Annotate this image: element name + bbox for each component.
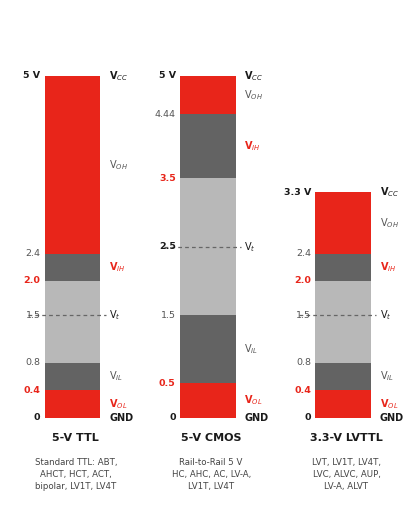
Text: 4.44: 4.44 bbox=[154, 110, 175, 118]
Text: 5-V TTL: 5-V TTL bbox=[52, 433, 99, 443]
Text: 2.0: 2.0 bbox=[293, 277, 310, 286]
Text: V$_t$: V$_t$ bbox=[244, 240, 255, 254]
Text: 5-V CMOS: 5-V CMOS bbox=[180, 433, 241, 443]
Text: 2.4: 2.4 bbox=[25, 249, 40, 258]
Text: 5 V: 5 V bbox=[23, 72, 40, 80]
Bar bbox=[45, 363, 100, 390]
Text: V$_{IL}$: V$_{IL}$ bbox=[379, 370, 393, 384]
Bar bbox=[315, 192, 370, 254]
Text: 0.8: 0.8 bbox=[295, 359, 310, 367]
Text: 0: 0 bbox=[169, 413, 175, 422]
Text: GND: GND bbox=[379, 412, 403, 423]
Text: 0: 0 bbox=[304, 413, 310, 422]
Text: GND: GND bbox=[244, 412, 268, 423]
Text: V$_{CC}$: V$_{CC}$ bbox=[109, 69, 128, 83]
Text: V$_{IH}$: V$_{IH}$ bbox=[244, 139, 260, 153]
Text: 5 V: 5 V bbox=[158, 72, 175, 80]
Text: 3.5: 3.5 bbox=[159, 174, 175, 183]
Text: Standard TTL: ABT,
AHCT, HCT, ACT,
bipolar, LV1T, LV4T: Standard TTL: ABT, AHCT, HCT, ACT, bipol… bbox=[34, 458, 117, 491]
Text: LVT, LV1T, LV4T,
LVC, ALVC, AUP,
LV-A, ALVT: LVT, LV1T, LV4T, LVC, ALVC, AUP, LV-A, A… bbox=[311, 458, 380, 491]
Bar bbox=[180, 384, 235, 418]
Text: V$_{CC}$: V$_{CC}$ bbox=[379, 185, 398, 199]
Bar bbox=[315, 254, 370, 281]
Bar bbox=[180, 114, 235, 179]
Text: 1.5: 1.5 bbox=[25, 311, 40, 319]
Text: 1.5: 1.5 bbox=[160, 311, 175, 319]
Bar bbox=[315, 390, 370, 418]
Text: 2.0: 2.0 bbox=[23, 277, 40, 286]
Text: V$_{OH}$: V$_{OH}$ bbox=[109, 158, 128, 172]
Text: 0: 0 bbox=[34, 413, 40, 422]
Bar bbox=[180, 76, 235, 114]
Text: V$_{CC}$: V$_{CC}$ bbox=[244, 69, 263, 83]
Text: V$_{OL}$: V$_{OL}$ bbox=[244, 394, 262, 407]
Text: 1.5: 1.5 bbox=[295, 311, 310, 319]
Text: V$_{OL}$: V$_{OL}$ bbox=[379, 397, 397, 411]
Text: V$_t$: V$_t$ bbox=[379, 308, 390, 322]
Text: V$_{IL}$: V$_{IL}$ bbox=[244, 342, 258, 356]
Text: V$_{IH}$: V$_{IH}$ bbox=[379, 260, 395, 274]
Text: V$_{OH}$: V$_{OH}$ bbox=[379, 216, 398, 230]
Bar bbox=[180, 179, 235, 315]
Bar bbox=[315, 363, 370, 390]
Text: 3.3 V: 3.3 V bbox=[283, 187, 310, 197]
Bar bbox=[45, 254, 100, 281]
Text: 3.3-V LVTTL: 3.3-V LVTTL bbox=[309, 433, 382, 443]
Bar bbox=[45, 281, 100, 363]
Text: 0.4: 0.4 bbox=[23, 386, 40, 395]
Text: 2.4: 2.4 bbox=[295, 249, 310, 258]
Bar bbox=[180, 315, 235, 384]
Text: Rail-to-Rail 5 V
HC, AHC, AC, LV-A,
LV1T, LV4T: Rail-to-Rail 5 V HC, AHC, AC, LV-A, LV1T… bbox=[171, 458, 250, 491]
Bar bbox=[45, 390, 100, 418]
Text: 0.8: 0.8 bbox=[25, 359, 40, 367]
Text: V$_{OL}$: V$_{OL}$ bbox=[109, 397, 127, 411]
Text: V$_{OH}$: V$_{OH}$ bbox=[244, 88, 263, 102]
Text: V$_t$: V$_t$ bbox=[109, 308, 120, 322]
Text: GND: GND bbox=[109, 412, 133, 423]
Bar bbox=[315, 281, 370, 363]
Text: 0.4: 0.4 bbox=[293, 386, 310, 395]
Text: 2.5: 2.5 bbox=[158, 242, 175, 251]
Text: V$_{IH}$: V$_{IH}$ bbox=[109, 260, 125, 274]
Bar bbox=[45, 76, 100, 254]
Text: 0.5: 0.5 bbox=[159, 379, 175, 388]
Text: V$_{IL}$: V$_{IL}$ bbox=[109, 370, 123, 384]
